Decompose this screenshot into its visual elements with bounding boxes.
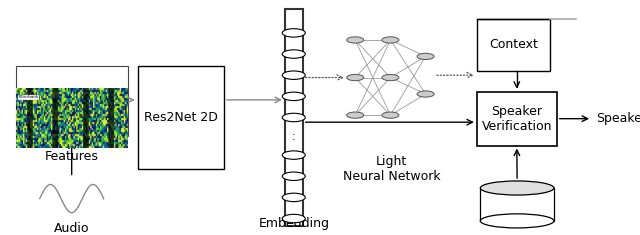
Text: Context: Context <box>489 38 538 51</box>
Circle shape <box>347 37 364 43</box>
Circle shape <box>417 91 434 97</box>
Circle shape <box>282 151 305 159</box>
Circle shape <box>282 172 305 180</box>
FancyBboxPatch shape <box>285 9 303 226</box>
Text: Embedding: Embedding <box>259 217 329 230</box>
Text: Features: Features <box>45 150 99 163</box>
Circle shape <box>282 193 305 202</box>
FancyBboxPatch shape <box>138 66 224 169</box>
Text: .: . <box>292 133 296 142</box>
Text: Speaker: Speaker <box>596 112 640 125</box>
Ellipse shape <box>480 181 554 195</box>
Circle shape <box>282 113 305 122</box>
Text: .: . <box>292 127 296 137</box>
Circle shape <box>347 112 364 118</box>
Circle shape <box>282 29 305 37</box>
Circle shape <box>382 112 399 118</box>
Circle shape <box>417 53 434 59</box>
Circle shape <box>282 71 305 79</box>
FancyBboxPatch shape <box>477 92 557 146</box>
Circle shape <box>347 74 364 81</box>
Text: Res2Net 2D: Res2Net 2D <box>144 111 218 124</box>
Circle shape <box>282 92 305 101</box>
Text: Filterbank: Filterbank <box>18 95 38 99</box>
Ellipse shape <box>480 214 554 228</box>
Text: Audio: Audio <box>54 222 90 235</box>
FancyBboxPatch shape <box>481 188 554 221</box>
Circle shape <box>382 74 399 81</box>
FancyBboxPatch shape <box>477 19 550 70</box>
Circle shape <box>282 50 305 58</box>
Text: Speaker
Verification: Speaker Verification <box>481 105 552 133</box>
Text: Light
Neural Network: Light Neural Network <box>343 155 440 183</box>
Circle shape <box>282 214 305 223</box>
Circle shape <box>382 37 399 43</box>
